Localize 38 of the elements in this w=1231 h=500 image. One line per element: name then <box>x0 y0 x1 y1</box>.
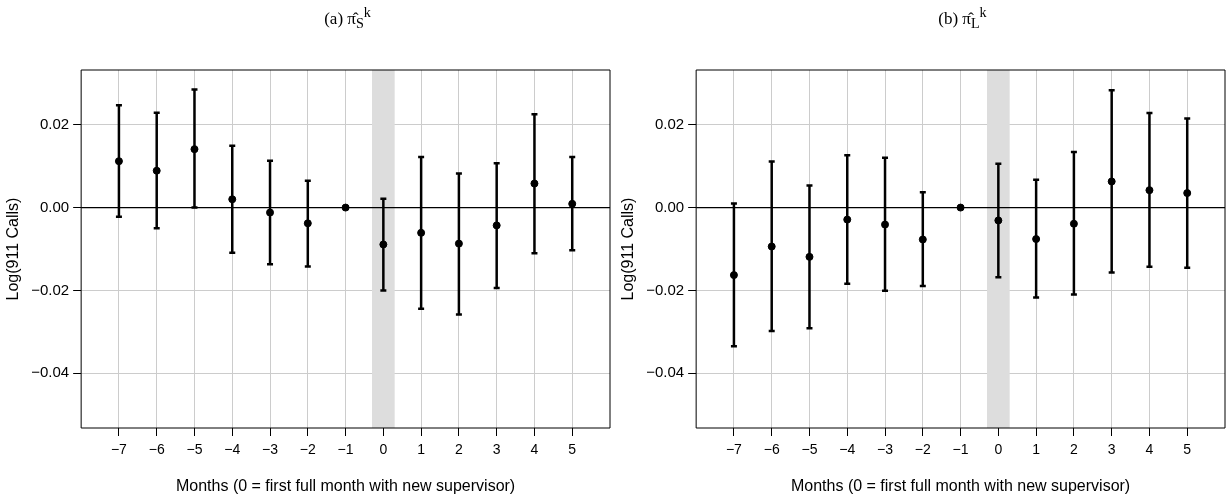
x-tick-label: 5 <box>568 441 577 458</box>
x-tick-label: −1 <box>952 441 969 458</box>
x-tick-label: −7 <box>110 441 128 458</box>
x-axis-title: Months (0 = first full month with new supervisor) <box>790 476 1131 494</box>
x-tick-label: 1 <box>417 441 426 458</box>
x-axis-title: Months (0 = first full month with new supervisor) <box>175 476 516 494</box>
x-tick-label: −3 <box>262 441 279 458</box>
x-tick-label: −4 <box>224 441 241 458</box>
x-tick-label: 3 <box>1107 441 1116 458</box>
x-tick-label: 0 <box>994 441 1003 458</box>
x-tick-label: 4 <box>530 441 539 458</box>
x-tick-label: −6 <box>148 441 165 458</box>
y-tick-label: 0.00 <box>39 197 70 215</box>
y-tick-label: 0.02 <box>39 114 70 132</box>
x-tick-label: −5 <box>186 441 203 458</box>
x-tick-label: −1 <box>337 441 354 458</box>
x-tick-label: 3 <box>492 441 501 458</box>
x-tick-label: −5 <box>801 441 818 458</box>
y-tick-label: −0.04 <box>31 363 70 381</box>
x-tick-label: −2 <box>914 441 931 458</box>
y-tick-label: −0.02 <box>31 280 70 298</box>
x-tick-label: 1 <box>1032 441 1041 458</box>
x-tick-label: 2 <box>455 441 463 458</box>
y-axis-title: Log(911 Calls) <box>619 197 637 301</box>
y-tick-label: 0.02 <box>654 114 685 132</box>
y-tick-label: −0.04 <box>646 363 685 381</box>
y-tick-label: 0.00 <box>654 197 685 215</box>
x-tick-label: −2 <box>299 441 316 458</box>
x-tick-label: 0 <box>379 441 388 458</box>
x-tick-label: −6 <box>763 441 780 458</box>
x-tick-label: −7 <box>725 441 743 458</box>
x-tick-label: 2 <box>1070 441 1078 458</box>
x-tick-label: 5 <box>1183 441 1192 458</box>
y-axis-title: Log(911 Calls) <box>4 197 22 301</box>
x-tick-label: 4 <box>1145 441 1154 458</box>
x-tick-label: −4 <box>839 441 856 458</box>
y-tick-label: −0.02 <box>646 280 685 298</box>
x-tick-label: −3 <box>877 441 894 458</box>
